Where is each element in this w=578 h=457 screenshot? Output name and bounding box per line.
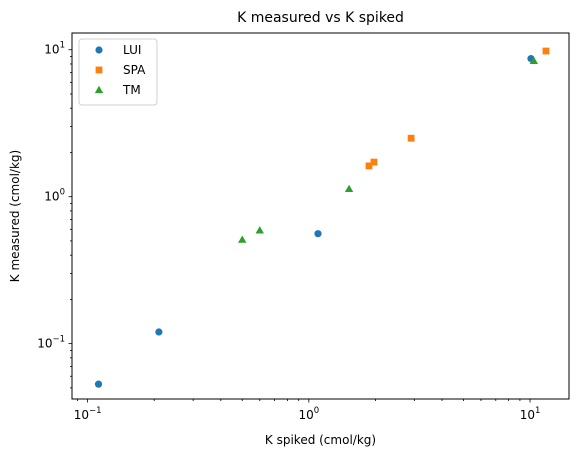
y-tick-label: 10−1	[37, 335, 65, 351]
x-tick-label: 101	[520, 406, 541, 422]
legend-marker-lui	[95, 46, 103, 54]
point-spa	[370, 158, 378, 166]
point-spa	[407, 134, 415, 142]
legend-marker-spa	[95, 66, 103, 74]
point-tm	[529, 56, 539, 65]
chart-title: K measured vs K spiked	[237, 10, 404, 26]
x-tick-label: 100	[298, 406, 319, 422]
point-tm	[344, 184, 354, 193]
x-tick-label: 10−1	[74, 406, 102, 422]
point-lui	[94, 380, 103, 388]
legend-label-tm: TM	[122, 83, 141, 97]
point-lui	[155, 328, 163, 336]
point-lui	[314, 230, 322, 238]
y-axis-label: K measured (cmol/kg)	[8, 150, 22, 282]
point-spa	[542, 47, 550, 55]
axis-ticks: 10−1 100 101 10−1 100 101	[37, 41, 540, 422]
point-tm	[255, 226, 264, 234]
legend-label-lui: LUI	[123, 43, 141, 57]
y-tick-label: 100	[44, 188, 65, 204]
legend-marker-tm	[94, 85, 104, 94]
point-tm	[238, 235, 247, 243]
legend: LUI SPA TM	[78, 38, 158, 106]
legend-label-spa: SPA	[123, 63, 146, 77]
plot-frame	[71, 32, 570, 400]
y-tick-label: 101	[44, 41, 65, 57]
data-points	[94, 47, 550, 388]
legend-box	[78, 38, 158, 106]
x-axis-label: K spiked (cmol/kg)	[265, 433, 376, 447]
point-spa	[365, 162, 373, 170]
